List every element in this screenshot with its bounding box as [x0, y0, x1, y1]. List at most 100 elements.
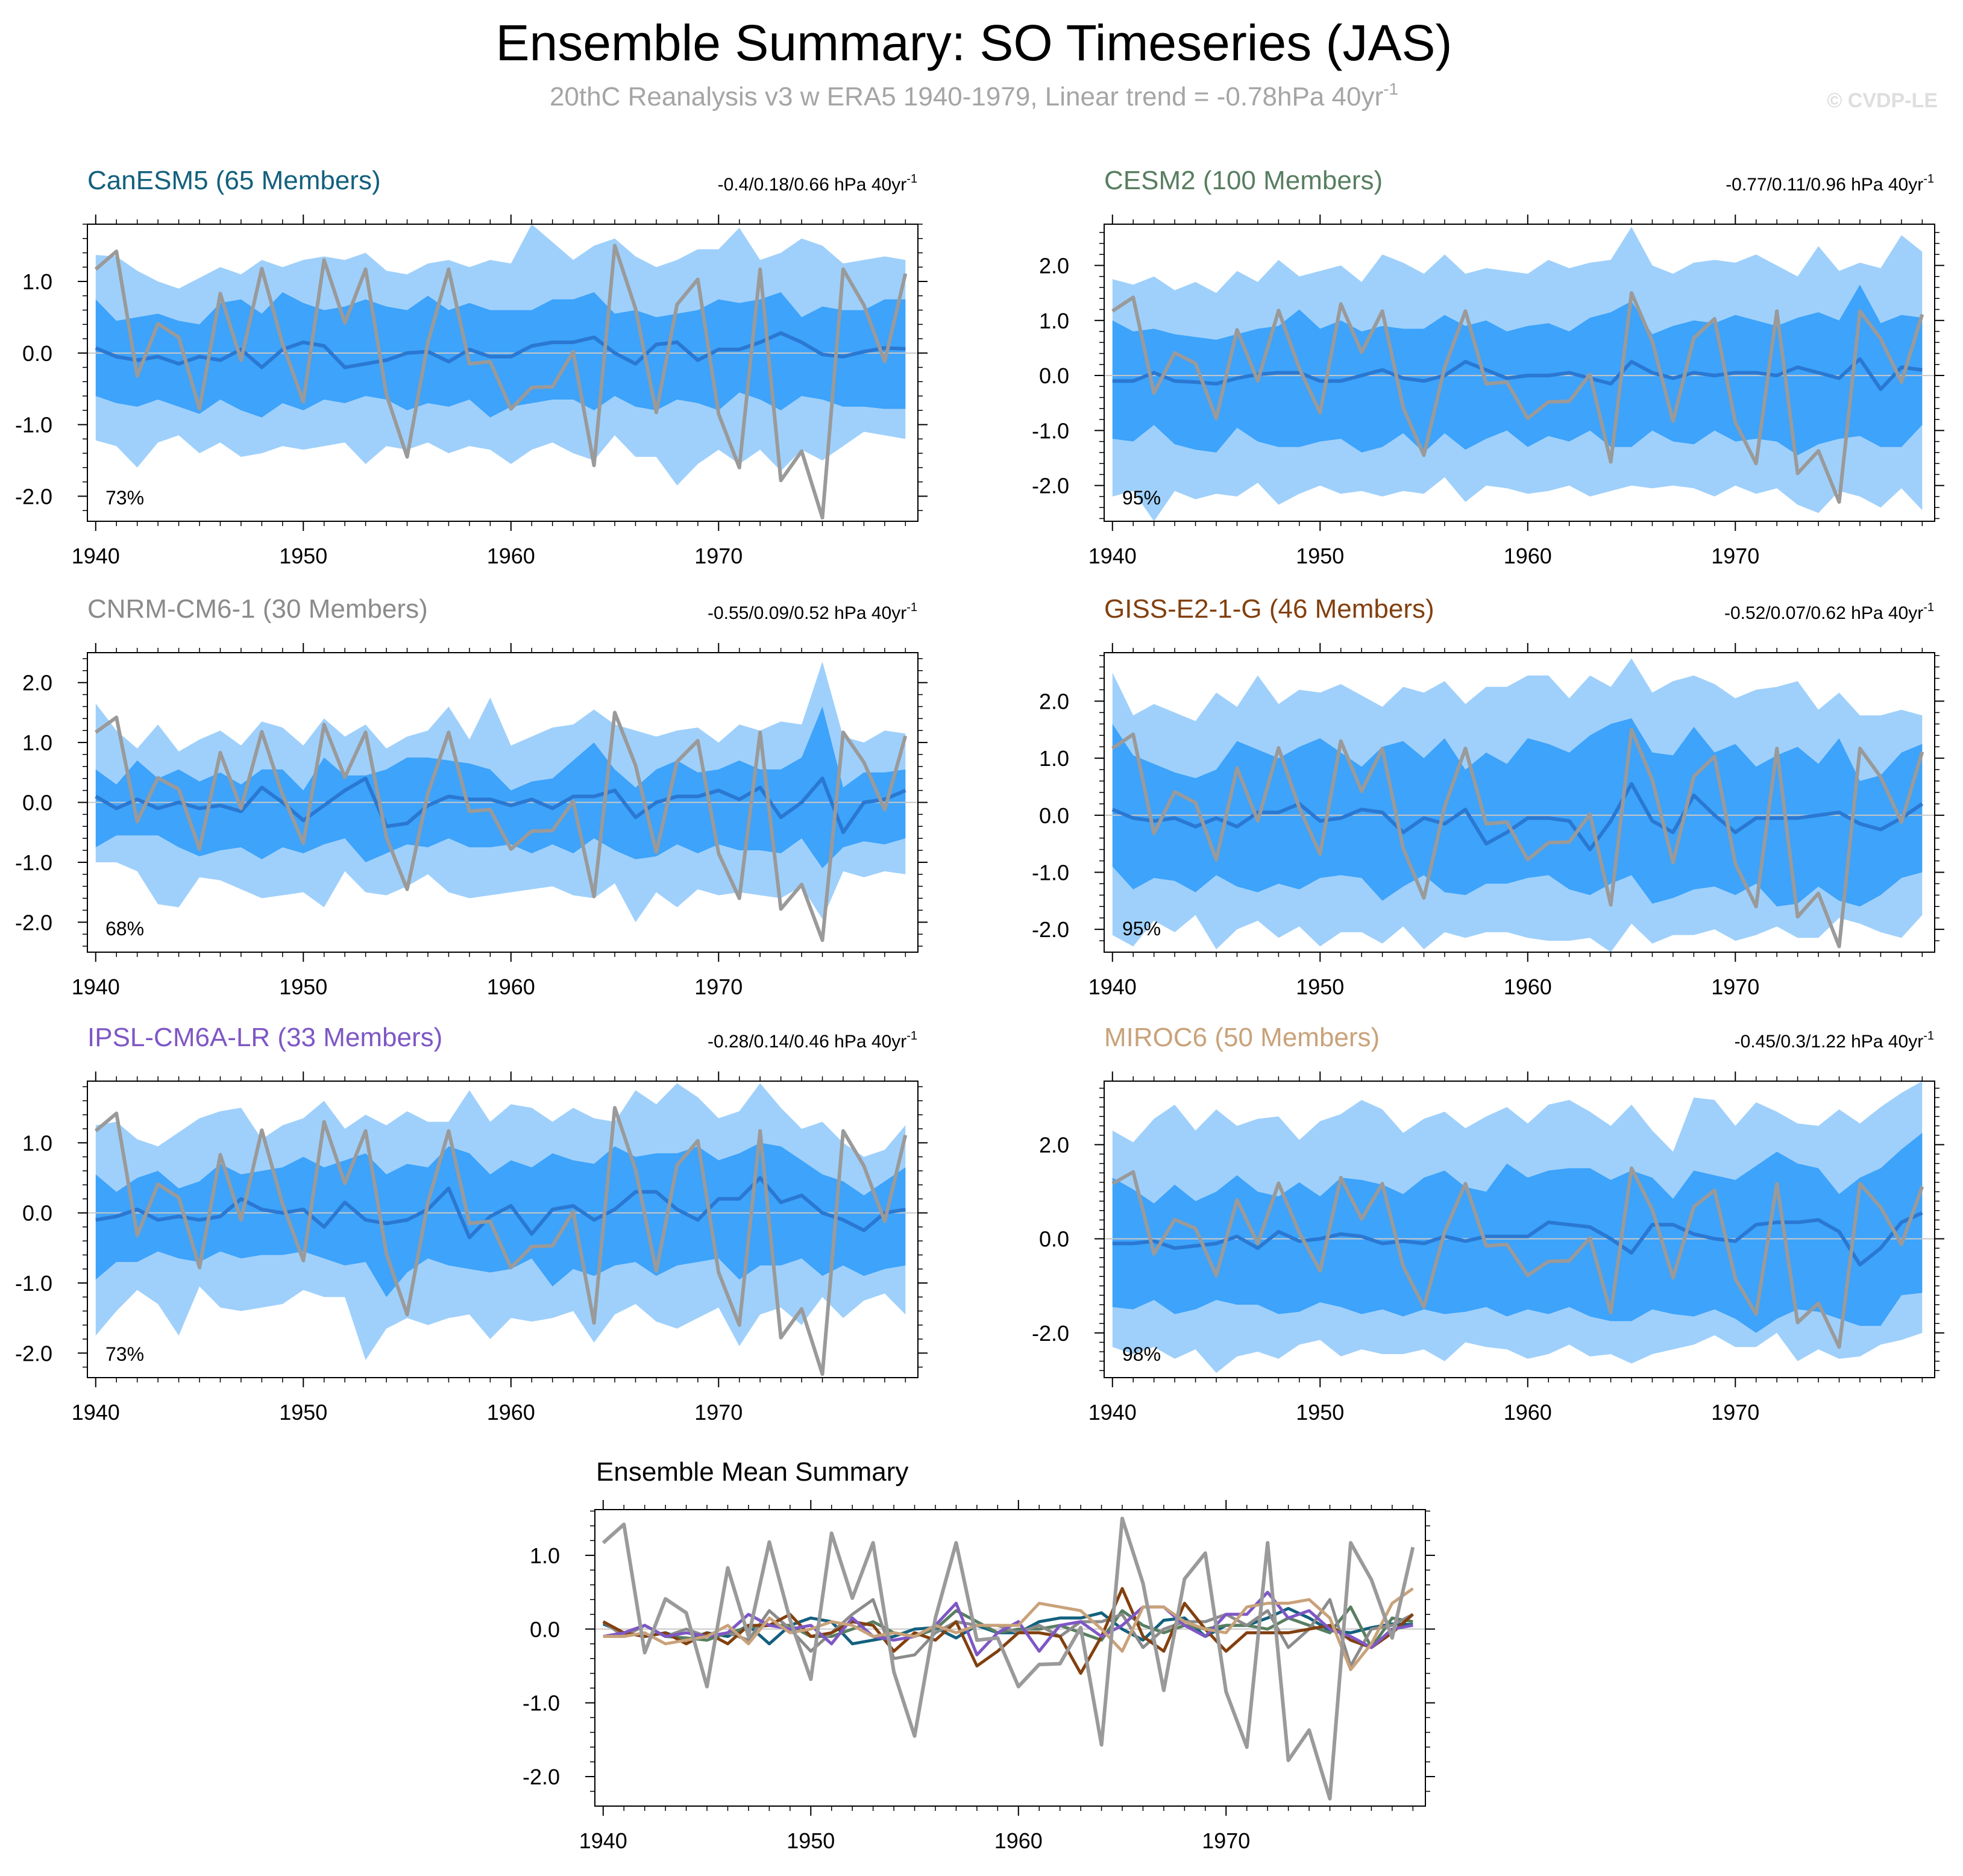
trend-label: -0.4/0.18/0.66 hPa 40yr-1 — [718, 172, 917, 195]
x-tick-label: 1970 — [1711, 544, 1759, 568]
x-tick-label: 1970 — [1202, 1828, 1250, 1853]
ensemble-mean-line — [95, 1176, 906, 1240]
x-tick-label: 1950 — [279, 1400, 327, 1425]
x-tick-label: 1970 — [1711, 1400, 1759, 1425]
panel-1: 1940 1950 1960 1970 1.0 0.0 -1.0 -2.0 CanESM5 (6… — [15, 166, 928, 568]
x-tick-label: 1940 — [1088, 1400, 1137, 1425]
x-tick-label: 1950 — [279, 974, 327, 999]
y-tick-label: 1.0 — [1039, 309, 1069, 333]
percent-label: 68% — [105, 918, 144, 940]
x-tick-label: 1950 — [1296, 544, 1344, 568]
y-tick-label: 0.0 — [1039, 1227, 1069, 1252]
ensemble-mean-line — [1112, 1211, 1923, 1267]
inner-spread-band — [1112, 284, 1923, 456]
panel-title: GISS-E2-1-G (46 Members) — [1104, 594, 1434, 624]
figure-subtitle-sup: -1 — [1383, 80, 1398, 98]
y-tick-label: -2.0 — [1032, 917, 1069, 942]
x-tick-label: 1960 — [487, 1400, 535, 1425]
y-tick-label: 1.0 — [22, 1131, 52, 1155]
x-tick-label: 1950 — [1296, 974, 1344, 999]
trend-label: -0.55/0.09/0.52 hPa 40yr-1 — [708, 601, 917, 623]
trend-text: -0.77/0.11/0.96 hPa 40yr — [1726, 175, 1923, 195]
y-tick-label: -2.0 — [15, 484, 52, 509]
plot-frame — [594, 1509, 1426, 1807]
ensemble-mean-line — [1112, 357, 1923, 391]
trend-text: -0.55/0.09/0.52 hPa 40yr — [708, 603, 906, 623]
trend-label: -0.52/0.07/0.62 hPa 40yr-1 — [1724, 601, 1934, 623]
y-tick-label: 0.0 — [22, 791, 52, 815]
trend-sup: -1 — [1923, 601, 1934, 614]
percent-label: 73% — [105, 487, 144, 509]
y-tick-label: -1.0 — [1032, 418, 1069, 443]
trend-text: -0.28/0.14/0.46 hPa 40yr — [708, 1032, 906, 1052]
y-tick-label: 2.0 — [1039, 1132, 1069, 1157]
x-tick-label: 1960 — [1504, 974, 1552, 999]
trend-text: -0.52/0.07/0.62 hPa 40yr — [1724, 603, 1923, 623]
inner-spread-band — [1112, 1132, 1923, 1333]
inner-spread-band — [1112, 718, 1923, 907]
panel-3: 1940 1950 1960 1970 2.0 1.0 0.0 -1.0 -2.0 CNRM-CM… — [15, 594, 928, 999]
panels-group: 1940 1950 1960 1970 1.0 0.0 -1.0 -2.0 CanESM5 (6… — [15, 166, 1944, 1853]
panel-2: 1940 1950 1960 1970 2.0 1.0 0.0 -1.0 -2.0 CESM2 (… — [1032, 166, 1944, 568]
x-tick-label: 1940 — [1088, 544, 1137, 568]
x-tick-label: 1940 — [72, 974, 120, 999]
ensemble-mean-line — [95, 331, 906, 369]
series-line-observed — [601, 1516, 1415, 1801]
trend-sup: -1 — [906, 601, 917, 614]
panel-4: 1940 1950 1960 1970 2.0 1.0 0.0 -1.0 -2.0 GISS-E2… — [1032, 594, 1944, 999]
panel-6: 1940 1950 1960 1970 2.0 0.0 -2.0 MIROC6 (50 Mem… — [1032, 1023, 1944, 1425]
trend-label: -0.77/0.11/0.96 hPa 40yr-1 — [1726, 172, 1934, 195]
y-tick-label: 0.0 — [22, 341, 52, 366]
y-tick-label: 0.0 — [22, 1201, 52, 1226]
percent-label: 95% — [1122, 918, 1161, 940]
trend-label: -0.28/0.14/0.46 hPa 40yr-1 — [708, 1029, 917, 1052]
ensemble-mean-line — [95, 776, 906, 835]
panel-title: IPSL-CM6A-LR (33 Members) — [87, 1023, 442, 1052]
y-tick-label: -2.0 — [15, 1341, 52, 1366]
series-line-ipsl-cm6a-lr — [603, 1590, 1413, 1657]
x-tick-label: 1940 — [1088, 974, 1137, 999]
observed-line — [95, 711, 908, 943]
x-tick-label: 1960 — [1504, 1400, 1552, 1425]
x-tick-label: 1960 — [487, 544, 535, 568]
plot-frame — [87, 1081, 919, 1378]
figure-subtitle-text: 20thC Reanalysis v3 w ERA5 1940-1979, Li… — [550, 82, 1383, 111]
trend-text: -0.4/0.18/0.66 hPa 40yr — [718, 175, 907, 195]
x-tick-label: 1940 — [72, 544, 120, 568]
figure-subtitle: 20thC Reanalysis v3 w ERA5 1940-1979, Li… — [550, 80, 1398, 111]
y-tick-label: 2.0 — [22, 671, 52, 695]
y-tick-label: -1.0 — [15, 413, 52, 438]
x-tick-label: 1970 — [694, 974, 743, 999]
y-tick-label: 1.0 — [22, 269, 52, 294]
y-tick-label: 1.0 — [1039, 746, 1069, 771]
panel-title: CNRM-CM6-1 (30 Members) — [87, 594, 428, 624]
figure-title: Ensemble Summary: SO Timeseries (JAS) — [495, 14, 1452, 71]
x-tick-label: 1950 — [1296, 1400, 1344, 1425]
observed-line — [1111, 727, 1924, 949]
series-line-cesm2 — [603, 1605, 1413, 1649]
trend-sup: -1 — [1923, 1029, 1934, 1043]
y-tick-label: -1.0 — [523, 1691, 560, 1716]
trend-text: -0.45/0.3/1.22 hPa 40yr — [1735, 1032, 1924, 1052]
panel-5: 1940 1950 1960 1970 1.0 0.0 -1.0 -2.0 IPSL-CM6A-… — [15, 1023, 928, 1425]
x-tick-label: 1940 — [72, 1400, 120, 1425]
y-tick-label: -2.0 — [523, 1765, 560, 1789]
observed-line — [1111, 291, 1924, 504]
panel-title: CanESM5 (65 Members) — [87, 166, 381, 195]
plot-frame — [87, 224, 919, 522]
y-tick-label: 1.0 — [22, 730, 52, 755]
x-tick-label: 1960 — [487, 974, 535, 999]
y-tick-label: -1.0 — [15, 850, 52, 875]
x-tick-label: 1960 — [1504, 544, 1552, 568]
y-tick-label: -2.0 — [1032, 1321, 1069, 1346]
percent-label: 98% — [1122, 1343, 1161, 1365]
panel-title: CESM2 (100 Members) — [1104, 166, 1383, 195]
trend-label: -0.45/0.3/1.22 hPa 40yr-1 — [1735, 1029, 1934, 1052]
y-tick-label: 0.0 — [1039, 803, 1069, 828]
y-tick-label: 0.0 — [530, 1617, 560, 1642]
plot-frame — [1104, 652, 1935, 953]
y-tick-label: -1.0 — [15, 1271, 52, 1296]
y-tick-label: -2.0 — [1032, 474, 1069, 498]
panel-7: 1940 1950 1960 1970 1.0 0.0 -1.0 -2.0 Ensemble M… — [523, 1457, 1435, 1853]
